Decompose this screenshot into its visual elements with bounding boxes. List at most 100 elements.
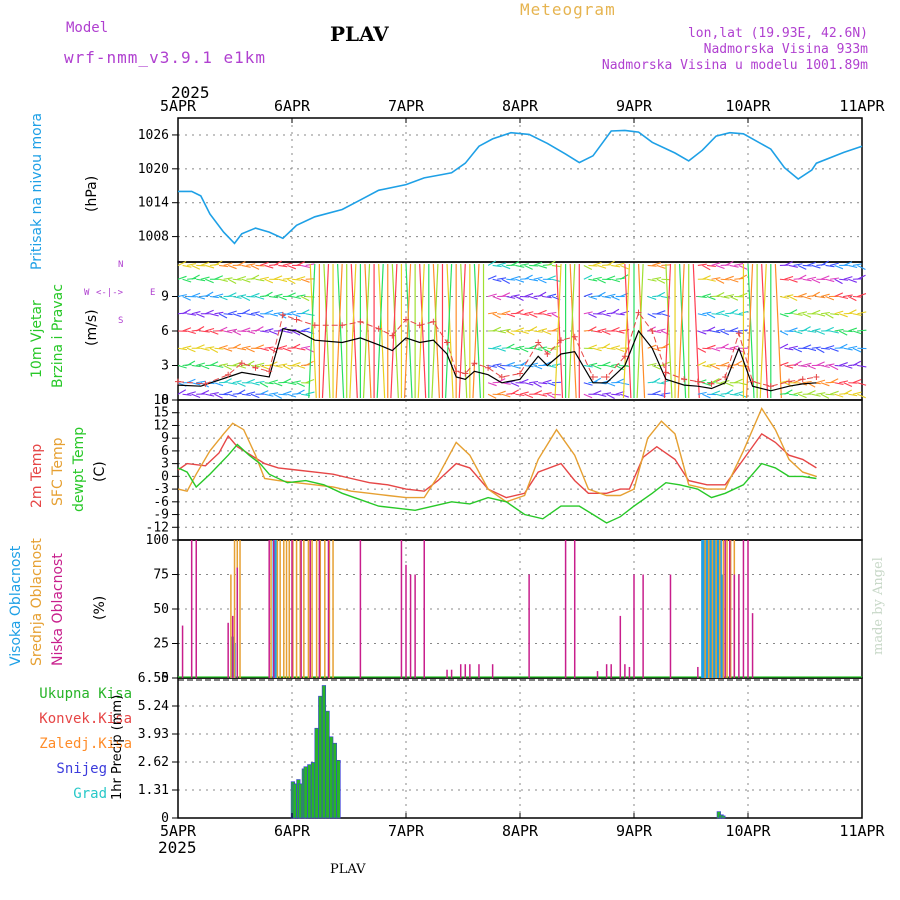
- wind-arrow: [528, 295, 538, 300]
- y-tick-label: 0: [161, 469, 169, 484]
- wind-arrow: [592, 347, 602, 352]
- y-tick-label: 9: [161, 431, 169, 446]
- wind-arrow: [702, 364, 712, 368]
- wind-arrow: [761, 263, 769, 399]
- wind-arrow: [445, 263, 453, 399]
- wind-arrow: [802, 380, 812, 384]
- wind-arrow: [269, 313, 279, 317]
- precip-bar: [310, 762, 316, 819]
- wind-arrow: [715, 310, 725, 315]
- wind-arrow: [843, 389, 852, 395]
- wind-arrow: [725, 347, 735, 351]
- wind-arrow: [720, 343, 729, 349]
- wind-arrow: [191, 393, 201, 398]
- wind-arrow: [232, 380, 242, 384]
- wind-arrow: [734, 360, 743, 366]
- precip-bar: [325, 710, 330, 819]
- wind-arrow: [601, 295, 612, 299]
- wind-arrow: [692, 263, 700, 399]
- wind-arrow: [241, 296, 251, 301]
- wind-arrow: [497, 262, 507, 266]
- wind-arrow: [788, 309, 798, 315]
- wind-arrow: [788, 278, 798, 283]
- wind-arrow: [538, 309, 547, 315]
- wind-arrow: [214, 382, 224, 387]
- wind-arrow: [597, 291, 606, 297]
- wind-arrow: [829, 390, 839, 395]
- wind-arrow: [510, 347, 520, 351]
- wind-arrow: [647, 344, 657, 349]
- station-title: PLAV: [330, 22, 389, 46]
- x-tick-label-top: 9APR: [616, 97, 653, 115]
- wind-arrow: [797, 393, 807, 399]
- wind-arrow: [711, 313, 721, 315]
- wind-arrow: [551, 278, 561, 283]
- wind-arrow: [282, 313, 292, 316]
- precip-bar: [332, 742, 337, 819]
- wind-arrow: [606, 393, 615, 399]
- wind-arrow: [296, 294, 306, 298]
- wind-arrow: [857, 311, 867, 315]
- wind-arrow: [205, 393, 215, 397]
- wind-arrow: [610, 295, 620, 301]
- wind-arrow: [264, 328, 274, 332]
- precip-bar: [318, 695, 323, 819]
- wind-arrow: [264, 346, 274, 349]
- wind-arrow: [506, 361, 515, 367]
- wind-arrow: [524, 382, 534, 386]
- legend-total-precip: Ukupna Kisa: [39, 686, 132, 702]
- wind-arrow: [497, 347, 506, 352]
- wind-arrow: [538, 264, 548, 269]
- gust-marker: [357, 318, 364, 325]
- y-tick-label: -9: [153, 508, 169, 523]
- wind-arrow: [209, 313, 219, 317]
- wind-arrow: [592, 377, 602, 384]
- wind-arrow: [852, 330, 862, 335]
- wind-arrow: [797, 264, 807, 270]
- wind-arrow: [273, 393, 283, 399]
- wind-arrow: [720, 295, 730, 299]
- y-tick-label: 12: [153, 418, 169, 433]
- wind-arrow: [647, 362, 657, 367]
- gust-marker: [498, 374, 505, 380]
- wind-arrow: [807, 330, 817, 333]
- wind-arrow: [273, 260, 282, 266]
- wind-arrow: [838, 343, 848, 349]
- wind-arrow: [802, 313, 812, 318]
- wind-arrow: [656, 310, 666, 315]
- wind-arrow: [652, 262, 661, 266]
- compass-south: S: [118, 316, 124, 326]
- wind-arrow: [259, 347, 269, 352]
- wind-arrow: [615, 347, 625, 352]
- wind-arrow: [538, 328, 548, 332]
- wind-arrow: [843, 330, 853, 333]
- wind-arrow: [218, 326, 228, 332]
- wind-arrow: [237, 261, 246, 266]
- wind-arrow: [820, 260, 830, 266]
- y-tick-label: 2.62: [138, 755, 169, 770]
- wind-arrow: [291, 295, 301, 300]
- wind-arrow: [747, 263, 755, 399]
- wind-arrow: [637, 263, 646, 399]
- wind-arrow: [269, 392, 279, 395]
- wind-arrow: [588, 264, 598, 267]
- wind-arrow: [620, 292, 629, 298]
- wind-arrow: [241, 309, 251, 315]
- wind-arrow: [255, 380, 265, 384]
- wind-arrow: [259, 261, 269, 266]
- wind-arrow: [702, 293, 712, 298]
- wind-arrow: [706, 363, 716, 367]
- wind-arrow: [588, 295, 598, 300]
- wind-arrow: [472, 263, 480, 399]
- wind-arrow: [725, 364, 735, 369]
- wind-arrow: [816, 295, 826, 299]
- wind-arrow: [308, 263, 316, 399]
- wind-arrow: [191, 274, 200, 280]
- wind-arrow: [273, 293, 283, 298]
- gust-marker: [403, 316, 409, 323]
- wind-arrow: [196, 295, 206, 300]
- wind-arrow: [214, 393, 223, 399]
- wind-arrow: [218, 313, 228, 319]
- wind-arrow: [300, 264, 311, 269]
- wind-arrow: [729, 309, 738, 315]
